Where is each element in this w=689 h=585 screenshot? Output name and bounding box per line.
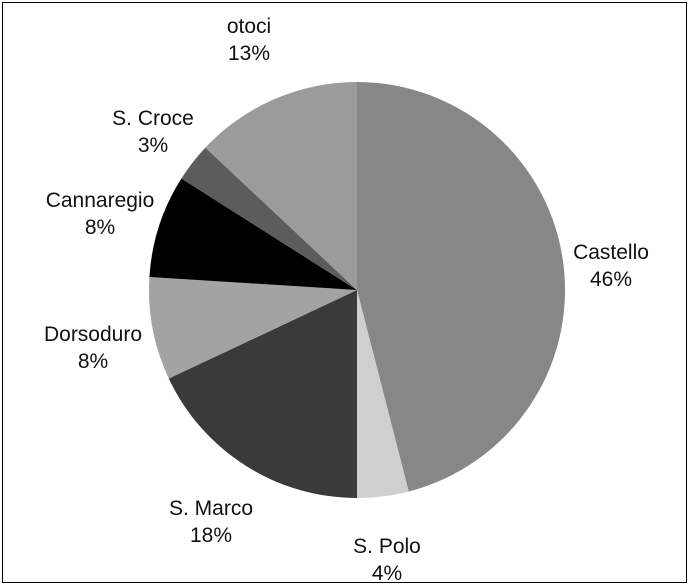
pie-slice-s-polo — [357, 290, 409, 498]
slice-label-name: S. Polo — [353, 535, 421, 558]
slice-label: S. Polo 4% — [353, 535, 421, 582]
slice-label: Castello 46% — [573, 241, 649, 291]
slice-label-name: Castello — [573, 241, 649, 264]
slice-label-name: Dorsoduro — [44, 323, 142, 346]
slice-label-percent: 8% — [85, 216, 115, 239]
pie-slice-s-marco — [168, 290, 357, 498]
pie-chart: Castello 46% S. Polo 4% S. Marco 18% Dorsoduro… — [44, 15, 649, 582]
slice-label: otoci 13% — [227, 15, 271, 65]
slice-label: Dorsoduro 8% — [44, 323, 142, 373]
slice-label-percent: 3% — [138, 134, 168, 157]
pie-slice-cannaregio — [149, 178, 357, 290]
slice-label-percent: 8% — [78, 350, 108, 373]
slice-label-name: otoci — [227, 15, 271, 38]
slice-label: S. Croce 3% — [112, 107, 194, 157]
pie-slice-dorsoduro — [149, 276, 357, 379]
slice-label-name: Cannaregio — [46, 189, 155, 212]
slice-label-name: S. Croce — [112, 107, 194, 130]
slice-label: S. Marco 18% — [169, 497, 253, 547]
pie-slice-castello — [357, 82, 566, 492]
pie-slice-otoci — [205, 82, 357, 290]
pie-labels: Castello 46% S. Polo 4% S. Marco 18% Dorsoduro… — [44, 15, 649, 582]
slice-label-percent: 46% — [590, 268, 632, 291]
pie-slice-s-croce — [181, 147, 357, 290]
slice-label-percent: 4% — [372, 562, 402, 582]
slice-label: Cannaregio 8% — [46, 189, 155, 239]
slice-label-percent: 13% — [228, 42, 270, 65]
slice-label-percent: 18% — [190, 524, 232, 547]
pie-slices — [149, 82, 566, 498]
slice-label-name: S. Marco — [169, 497, 253, 520]
